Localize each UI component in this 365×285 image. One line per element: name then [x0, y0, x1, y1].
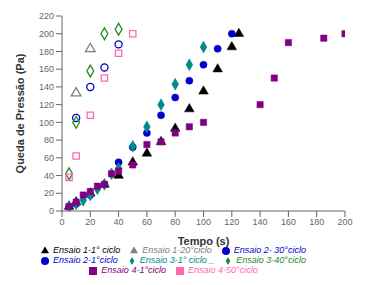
- html-text:Ensaio 1-1° ciclo: Ensaio 1-1° ciclo: [53, 245, 121, 255]
- svg-text:160: 160: [39, 64, 54, 74]
- html-text:Ensaio 3-1° ciclo _: Ensaio 3-1° ciclo _: [139, 255, 215, 265]
- svg-text:200: 200: [39, 29, 54, 39]
- html-text:Ensaio 3-40°ciclo: Ensaio 3-40°ciclo: [236, 255, 306, 265]
- svg-text:20: 20: [85, 217, 95, 227]
- svg-text:Tempo (s): Tempo (s): [178, 235, 230, 247]
- svg-text:20: 20: [44, 188, 54, 198]
- svg-text:200: 200: [337, 217, 352, 227]
- svg-text:120: 120: [39, 100, 54, 110]
- svg-text:140: 140: [39, 82, 54, 92]
- svg-text:0: 0: [49, 206, 54, 216]
- html-text:Ensaio 4-50°ciclo: Ensaio 4-50°ciclo: [188, 265, 258, 275]
- svg-text:180: 180: [309, 217, 324, 227]
- html-text:Ensaio 2- 30°ciclo: Ensaio 2- 30°ciclo: [233, 245, 306, 255]
- svg-text:180: 180: [39, 47, 54, 57]
- svg-text:120: 120: [224, 217, 239, 227]
- svg-text:140: 140: [253, 217, 268, 227]
- svg-text:60: 60: [44, 153, 54, 163]
- svg-text:80: 80: [170, 217, 180, 227]
- svg-text:80: 80: [44, 135, 54, 145]
- svg-text:0: 0: [59, 217, 64, 227]
- svg-text:40: 40: [44, 171, 54, 181]
- svg-text:60: 60: [142, 217, 152, 227]
- html-text:Ensaio 4-1°ciclo: Ensaio 4-1°ciclo: [101, 265, 166, 275]
- svg-text:40: 40: [114, 217, 124, 227]
- svg-text:220: 220: [39, 11, 54, 21]
- svg-text:Queda de Pressão (Pa): Queda de Pressão (Pa): [14, 53, 26, 173]
- svg-text:100: 100: [39, 118, 54, 128]
- svg-text:160: 160: [281, 217, 296, 227]
- svg-text:100: 100: [196, 217, 211, 227]
- html-text:Ensaio 2-1°ciclo: Ensaio 2-1°ciclo: [53, 255, 118, 265]
- html-text:Ensaio 1-20°ciclo: Ensaio 1-20°ciclo: [142, 245, 212, 255]
